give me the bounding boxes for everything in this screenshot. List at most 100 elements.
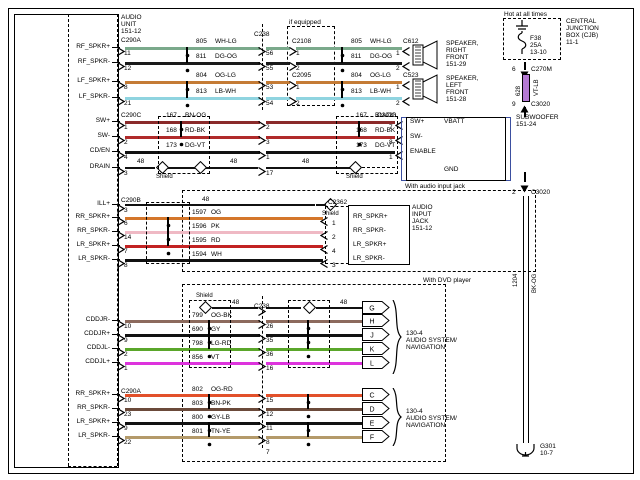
wire-color-OG-LG: OG-LG: [215, 72, 236, 79]
subwoofer-pin-sw-plus: SW+: [410, 118, 425, 125]
pin-number-c290c-1: 1: [124, 124, 128, 131]
pin-number-eq-1-0: 1: [296, 50, 300, 57]
pin-number-c2362-4: 4: [332, 248, 336, 255]
splice-dvdb-r4: [306, 434, 311, 447]
pin-number-spkr-2-3: 2: [396, 100, 400, 107]
wire-run-aux-1595: [125, 245, 323, 248]
shield-icon-dvd-1: [198, 300, 213, 315]
connector-pin-arrow-dvdtop-9: [117, 330, 126, 344]
pin-number-c290c-3: 3: [124, 170, 128, 177]
wire-run-dvdtop-798: [125, 348, 260, 351]
pin-number-c238-drain: 17: [266, 170, 274, 177]
dvd-top-jumper-right: [307, 320, 309, 349]
pin-number-c2362-2: 2: [332, 234, 336, 241]
pin-number-c238-sub-2: 2: [266, 124, 270, 131]
signal-label-aux-rr_spkr-: RR_SPKR-: [77, 227, 110, 234]
drain-wire-seg3: [206, 167, 258, 169]
shield-dashed-box-right: [336, 116, 398, 174]
pin-number-dvdtop-2: 2: [124, 351, 128, 358]
wire-color-dvdb-BN-PK: BN-PK: [211, 400, 231, 407]
wire-run2-dvdtop-799: [266, 320, 362, 323]
connector-c238-top-label: C238: [254, 31, 270, 38]
audio-input-jack-name-l3: JACK: [412, 218, 429, 225]
aux-lead-0: [112, 204, 120, 205]
connector-pin-arrow-dvdtop-10: [117, 316, 126, 330]
sub-signal-lead-1: [112, 136, 120, 137]
subwoofer-pin-gnd: GND: [444, 166, 459, 173]
wire-color-dvdb-GY-LB: GY-LB: [211, 414, 230, 421]
wire-run2-dvdtop-690: [266, 334, 362, 337]
shield-label-2: Shield: [346, 174, 363, 180]
pin-number-c290b-8: 8: [124, 262, 128, 269]
dvdb-lead-1: [112, 408, 120, 409]
wire-run-dvdb-802: [125, 394, 260, 397]
dvdb-lead-0: [112, 394, 120, 395]
connector-pin-arrow-c238-dvdb-8: [258, 432, 267, 446]
wire-run2-sub-168: [266, 136, 395, 139]
audio-unit-dashed-rail-left: [68, 14, 69, 466]
connector-pin-arrow-c238-dvdtop-26: [258, 316, 267, 330]
nav-pin-H: H: [362, 314, 390, 327]
signal-name-column-frame: [14, 14, 119, 468]
wire-color-DG-OG: DG-OG: [215, 53, 238, 60]
wire-run2-813: [296, 97, 402, 100]
pin-number-c3020-9: 9: [512, 101, 516, 108]
splice-dvdtop-r3: [306, 346, 311, 359]
splice-rf-minus-2: [340, 60, 345, 73]
connector-c3020-gnd-label: C3020: [531, 189, 551, 196]
wire-run-dvdtop-799: [125, 320, 260, 323]
cjb-name-l3: BOX (CJB): [566, 32, 599, 39]
connector-c612-label: C612: [403, 38, 419, 45]
connector-pin-arrow-c290a-8: [117, 77, 126, 91]
pin-number-c238-54: 54: [266, 100, 274, 107]
connector-pin-arrow-c290b-8: [117, 255, 126, 269]
module-audio-unit-name-line2: UNIT: [121, 21, 137, 28]
connector-pin-arrow-spkr-3: [401, 93, 410, 107]
pin-number-c238-dvdtop-16: 16: [266, 365, 274, 372]
shield-label-1: Shield: [156, 174, 173, 180]
fuse-f38-symbol: [515, 20, 529, 54]
splice-dvdtop-l1: [207, 318, 212, 331]
wire-color2-OG-LG: OG-LG: [370, 72, 391, 79]
svg-text:E: E: [370, 421, 375, 428]
speaker-lf-ref: 151-28: [446, 96, 467, 103]
wire-color-dvdtop-LG-RD: LG-RD: [211, 340, 232, 347]
pin-number-c238-dvdb-8: 8: [266, 439, 270, 446]
splice-dvdb-l4: [207, 434, 212, 447]
ground-wire-number: 1204: [513, 273, 519, 287]
wire-color-aux-OG: OG: [211, 209, 222, 216]
svg-text:K: K: [370, 347, 375, 354]
pin-number-c238-dvdb-12: 12: [266, 411, 274, 418]
signal-label-rf_spkr+: RF_SPKR+: [76, 43, 110, 50]
sub-signal-lead-0: [112, 121, 120, 122]
audio-input-jack-name-l1: AUDIO: [412, 204, 433, 211]
dvdb-lead-2: [112, 422, 120, 423]
signal-label-dvd-cddjl-: CDDJL-: [86, 344, 110, 351]
aux-c2362-dashed-rail: [325, 206, 349, 264]
wire-run-dvdb-803: [125, 408, 260, 411]
wire-color-BN-OG: BN-OG: [185, 112, 207, 119]
dvd-lead-4: [112, 362, 120, 363]
nav-pin-D: D: [362, 402, 390, 415]
wire-number-dvdtop-690: 690: [192, 326, 203, 333]
speaker-rf-name-l1: SPEAKER,: [446, 40, 479, 47]
pin-number-c290b-3: 3: [124, 207, 128, 214]
pin-number-c2362-3: 3: [332, 262, 336, 269]
fuse-ref-label: 13-10: [530, 49, 547, 56]
signal-label-lf_spkr-: LF_SPKR-: [78, 93, 110, 100]
connector-pin-arrow-c3020-7: [394, 117, 403, 131]
nav-top-name-l2: NAVIGATION: [406, 344, 446, 351]
signal-label-drain: DRAIN: [89, 163, 110, 170]
c3020-to-subwoofer-lead: [524, 107, 526, 117]
drain-wire-number-48b: 48: [230, 158, 238, 165]
connector-pin-arrow-spkr-1: [401, 58, 410, 72]
connector-c523-label: C523: [403, 72, 419, 79]
cjb-name-l2: JUNCTION: [566, 25, 599, 32]
jack-pin-label-lr_spkr+: LR_SPKR+: [353, 241, 387, 248]
wire-number-aux-1594: 1594: [192, 251, 207, 258]
splice-dvdb-l3: [207, 420, 212, 433]
c238-top-dashed-rail: [262, 24, 263, 110]
fuse-amp-label: 25A: [530, 42, 542, 49]
pin-number-c238-sub-3: 3: [266, 139, 270, 146]
wire-run2-805: [296, 47, 402, 50]
